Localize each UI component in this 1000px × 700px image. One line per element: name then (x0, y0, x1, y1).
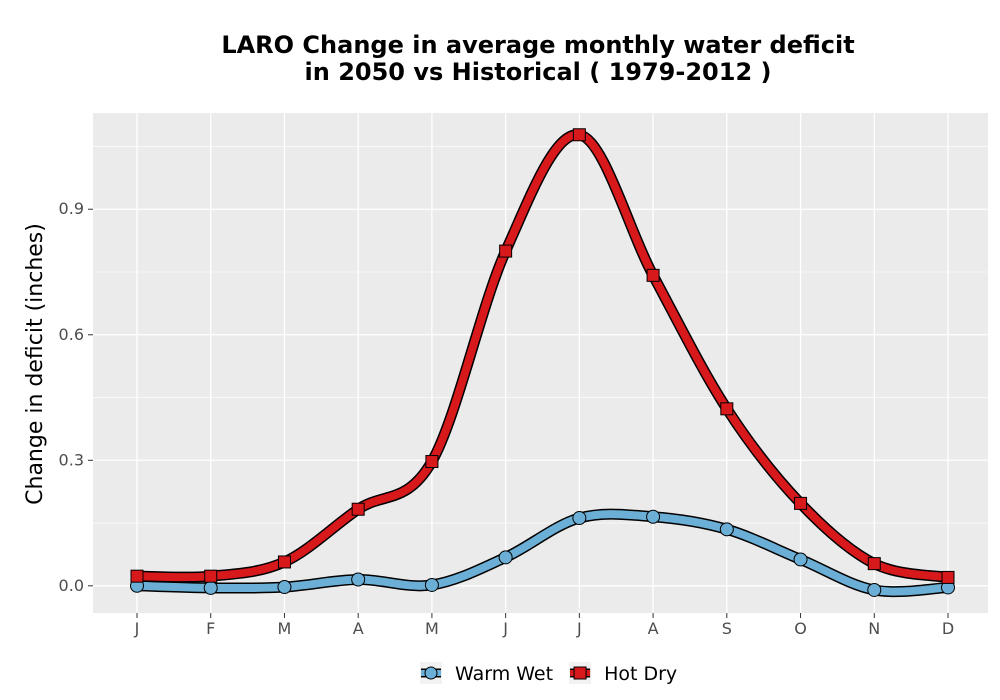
data-point (646, 509, 661, 524)
data-point (941, 570, 955, 584)
data-point (277, 580, 292, 595)
series-hot-dry (130, 128, 955, 584)
data-point (130, 569, 144, 583)
legend-key-marker (573, 666, 587, 680)
x-tick-label: J (134, 619, 140, 638)
data-point (277, 555, 291, 569)
data-point (498, 550, 513, 565)
data-point (572, 128, 586, 142)
y-axis-ticks: 0.0 0.3 0.6 0.9 (59, 199, 93, 595)
x-tick-label: F (206, 619, 215, 638)
y-tick-label: 0.0 (59, 576, 84, 595)
x-tick-label: J (502, 619, 508, 638)
legend-label: Warm Wet (455, 663, 553, 685)
data-point (203, 580, 218, 595)
x-tick-label: N (868, 619, 880, 638)
x-tick-label: M (425, 619, 439, 638)
data-point (425, 455, 439, 469)
legend: Warm Wet Hot Dry (420, 662, 677, 685)
data-point (351, 502, 365, 516)
y-tick-label: 0.6 (59, 325, 84, 344)
data-point (867, 557, 881, 571)
x-tick-label: O (794, 619, 807, 638)
data-point (499, 244, 513, 258)
legend-item: Hot Dry (569, 662, 677, 685)
chart-title-line-2: in 2050 vs Historical ( 1979-2012 ) (305, 58, 772, 86)
x-tick-label: J (576, 619, 582, 638)
series-warm-wet (130, 508, 955, 598)
series-layer (130, 128, 955, 598)
legend-label: Hot Dry (604, 663, 677, 685)
data-point (424, 577, 439, 592)
data-point (204, 569, 218, 583)
data-point (646, 268, 660, 282)
x-tick-label: A (648, 619, 659, 638)
grid (93, 113, 988, 613)
legend-key-marker (424, 666, 438, 680)
legend-item: Warm Wet (420, 662, 553, 685)
data-point (867, 582, 882, 597)
data-point (720, 402, 734, 416)
chart-title-line-1: LARO Change in average monthly water def… (221, 31, 854, 59)
y-tick-label: 0.3 (59, 450, 84, 469)
y-axis-title: Change in deficit (inches) (23, 223, 48, 505)
data-point (572, 511, 587, 526)
y-tick-label: 0.9 (59, 199, 84, 218)
data-point (719, 522, 734, 537)
data-point (794, 496, 808, 510)
data-point (351, 572, 366, 587)
x-tick-label: S (722, 619, 732, 638)
x-tick-label: A (353, 619, 364, 638)
x-tick-label: D (942, 619, 954, 638)
data-point (793, 552, 808, 567)
x-tick-label: M (278, 619, 292, 638)
plot-panel (93, 113, 988, 613)
